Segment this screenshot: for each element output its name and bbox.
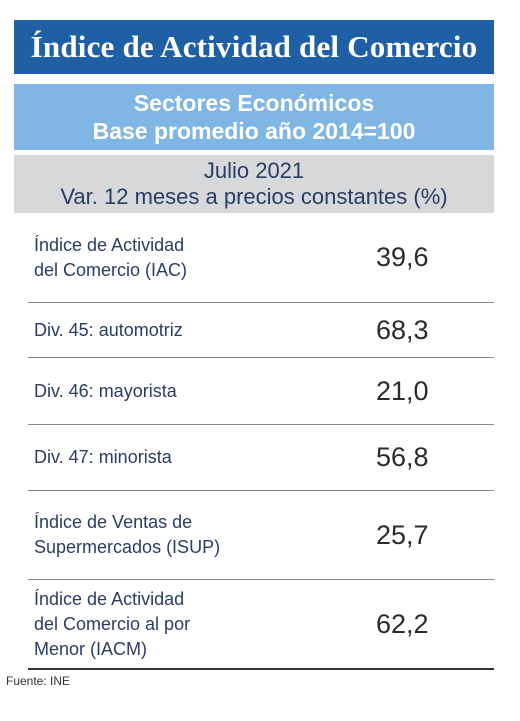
row-label-line: Índice de Actividad — [34, 588, 185, 609]
row-label-line: del Comercio al por — [34, 613, 191, 634]
row-label-line: Supermercados (ISUP) — [34, 537, 221, 557]
period-line-2: Var. 12 meses a precios constantes (%) — [60, 184, 448, 209]
row-value: 56,8 — [376, 442, 429, 472]
row-label-line: Menor (IACM) — [34, 638, 148, 659]
row-value: 21,0 — [376, 375, 429, 406]
row-value: 25,7 — [376, 519, 429, 550]
table-row: Div. 46: mayorista 21,0 — [28, 358, 494, 425]
row-value: 62,2 — [376, 608, 429, 639]
table-row: Índice de Actividad del Comercio (IAC) 3… — [28, 213, 494, 303]
title-banner: Índice de Actividad del Comercio — [14, 20, 494, 74]
row-value: 39,6 — [376, 242, 429, 272]
row-label-line: del Comercio (IAC) — [34, 259, 188, 280]
period-line-1: Julio 2021 — [203, 158, 305, 183]
row-label-line: Div. 47: minorista — [34, 447, 172, 467]
row-label: Div. 47: minorista — [28, 445, 334, 470]
subtitle-banner: Sectores Económicos Base promedio año 20… — [14, 84, 494, 150]
row-value: 68,3 — [376, 314, 429, 345]
row-label: Índice de Ventas de Supermercados (ISUP) — [28, 510, 334, 560]
row-label-line: Índice de Ventas de — [34, 512, 193, 532]
row-label: Div. 46: mayorista — [28, 379, 334, 404]
table-row: Div. 45: automotriz 68,3 — [28, 303, 494, 358]
row-label: Índice de Actividad del Comercio al por … — [28, 587, 334, 662]
subtitle-line-1: Sectores Económicos — [133, 90, 375, 116]
row-label-line: Div. 45: automotriz — [34, 319, 183, 340]
source-note: Fuente: INE — [6, 674, 71, 688]
period-banner: Julio 2021 Var. 12 meses a precios const… — [14, 155, 494, 213]
table-row: Índice de Ventas de Supermercados (ISUP)… — [28, 491, 494, 580]
page-title: Índice de Actividad del Comercio — [30, 29, 478, 64]
row-label-line: Div. 46: mayorista — [34, 380, 177, 401]
table-row: Índice de Actividad del Comercio al por … — [28, 580, 494, 670]
subtitle-line-2: Base promedio año 2014=100 — [92, 118, 416, 144]
row-label: Índice de Actividad del Comercio (IAC) — [28, 233, 334, 283]
row-label-line: Índice de Actividad — [34, 234, 185, 255]
row-label: Div. 45: automotriz — [28, 318, 334, 343]
table-row: Div. 47: minorista 56,8 — [28, 425, 494, 491]
